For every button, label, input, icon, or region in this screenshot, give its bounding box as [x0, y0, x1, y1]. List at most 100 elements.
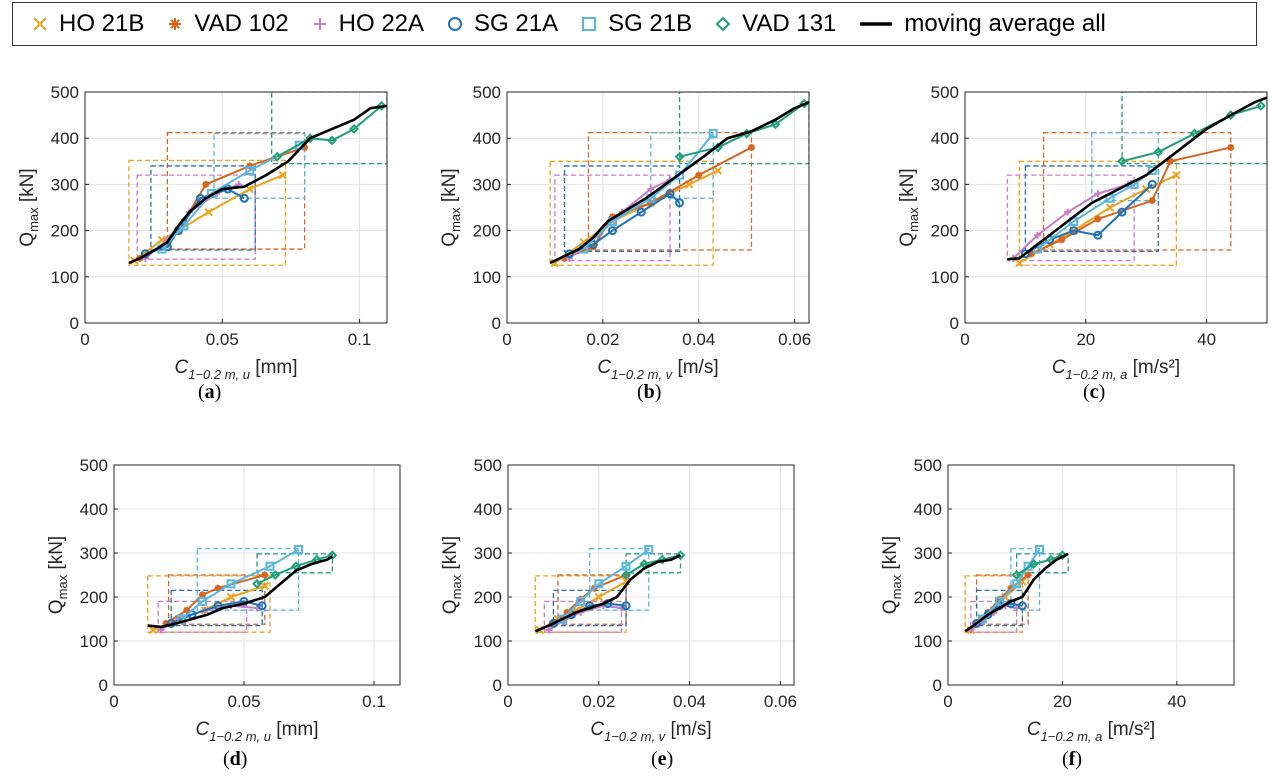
chart-svg: 0 0.02 0.04 0.06 0 100 200 300 400 500 Qmax [kN] C1… — [440, 456, 797, 744]
plot-area — [147, 544, 338, 635]
data-point — [548, 618, 558, 628]
data-point — [1117, 207, 1127, 217]
data-point — [621, 561, 631, 571]
plus-marker-icon — [313, 18, 326, 30]
y-axis-label: Qmax [kN] — [17, 168, 41, 246]
series-line — [147, 555, 334, 629]
range-box — [678, 92, 809, 165]
x-tick-label: 0.04 — [673, 692, 706, 711]
data-point — [1117, 156, 1127, 167]
panel-caption-letter: f — [1068, 748, 1076, 770]
legend-item: SG 21B — [580, 10, 692, 38]
data-point — [621, 570, 631, 580]
legend-label: HO 21B — [59, 10, 145, 37]
legend-label: VAD 131 — [742, 10, 837, 37]
data-point — [1069, 226, 1079, 236]
data-point — [198, 591, 206, 599]
plot-area — [1006, 92, 1267, 268]
data-point — [179, 221, 189, 231]
data-point — [674, 151, 685, 162]
panel-caption-letter: e — [657, 748, 667, 770]
data-point — [695, 171, 703, 179]
data-point — [376, 100, 387, 111]
y-tick-label: 400 — [931, 129, 959, 148]
series-line — [981, 548, 1041, 620]
x-tick-label: 20 — [1076, 330, 1095, 349]
data-point — [621, 601, 631, 611]
data-point — [1035, 544, 1045, 554]
panel-caption: (a) — [198, 381, 222, 403]
y-tick-label: 200 — [80, 588, 108, 607]
data-point — [1058, 236, 1066, 244]
legend-label: moving average all — [904, 10, 1106, 37]
data-point — [1172, 170, 1181, 180]
data-point — [162, 619, 170, 627]
range-box — [150, 165, 256, 251]
data-point — [665, 189, 675, 199]
range-box — [147, 575, 271, 633]
data-point — [257, 601, 267, 611]
legend-item: HO 21B — [31, 10, 144, 38]
x-tick-label: 0.06 — [778, 330, 811, 349]
data-point — [204, 207, 213, 217]
data-point — [1147, 166, 1157, 176]
data-point — [278, 170, 287, 180]
legend-label: HO 22A — [338, 10, 425, 37]
x-tick-label: 0.04 — [682, 330, 715, 349]
y-tick-label: 200 — [474, 588, 502, 607]
data-point — [1024, 571, 1032, 579]
y-axis-label: Qmax [kN] — [46, 536, 70, 614]
y-tick-label: 0 — [933, 676, 942, 695]
y-tick-label: 0 — [493, 676, 502, 695]
series-line — [256, 554, 333, 585]
plot-area — [128, 92, 387, 266]
data-point — [1057, 550, 1068, 561]
y-tick-label: 300 — [80, 544, 108, 563]
series-line — [1016, 554, 1063, 576]
y-tick-label: 300 — [473, 175, 501, 194]
data-point — [675, 198, 685, 208]
data-point — [226, 579, 236, 589]
y-tick-label: 100 — [474, 632, 502, 651]
data-point — [994, 596, 1004, 606]
legend-label: VAD 102 — [194, 10, 289, 37]
range-box — [271, 92, 387, 165]
series-line — [180, 548, 300, 620]
legend-item: VAD 102 — [166, 10, 289, 38]
y-tick-label: 200 — [914, 588, 942, 607]
data-point — [1148, 197, 1156, 205]
data-point — [327, 550, 338, 561]
series-line — [128, 104, 387, 265]
data-point — [260, 581, 270, 591]
data-point — [239, 193, 249, 203]
panel-caption-letter: a — [204, 381, 215, 403]
range-box — [196, 547, 300, 611]
data-point — [647, 199, 655, 207]
data-point — [594, 592, 604, 602]
legend: HO 21B VAD 102 HO 22A SG 21A SG 21B VAD 131 mo… — [12, 2, 1257, 46]
series-line — [534, 554, 682, 633]
y-tick-label: 400 — [474, 500, 502, 519]
series-line — [964, 552, 1069, 633]
range-box — [563, 165, 681, 253]
series-line — [583, 132, 714, 250]
series-line — [133, 174, 284, 262]
legend-label: SG 21B — [608, 10, 693, 37]
data-point — [577, 595, 585, 603]
range-box — [1010, 547, 1041, 611]
panel-caption-letter: c — [1089, 381, 1099, 403]
y-tick-label: 100 — [80, 632, 108, 651]
data-point — [1033, 231, 1041, 239]
grid — [507, 464, 794, 686]
data-point — [272, 151, 283, 162]
panel-caption-letter: b — [643, 381, 655, 403]
range-box — [554, 174, 671, 262]
series-line — [561, 548, 650, 620]
x-tick-label: 0 — [960, 330, 969, 349]
series-line — [549, 100, 809, 265]
x-marker-icon — [33, 17, 47, 31]
data-point — [301, 143, 309, 151]
grid — [84, 91, 387, 324]
series-line — [161, 144, 300, 250]
